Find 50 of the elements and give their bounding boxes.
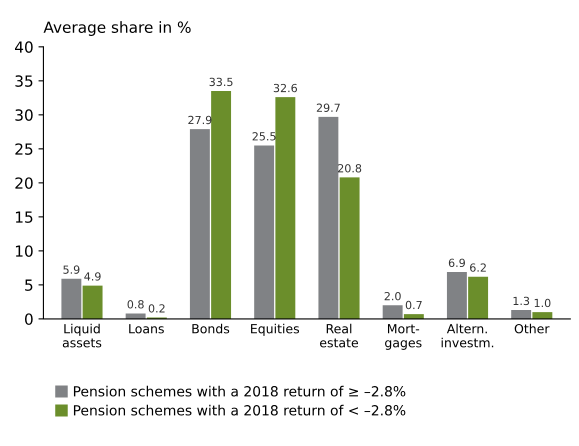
data-label: 20.8	[338, 164, 362, 172]
y-tick-label: 30	[15, 109, 33, 121]
y-tick-label: 25	[15, 143, 32, 155]
legend-label: Pension schemes with a 2018 return of ≥ –2.8%	[74, 386, 406, 397]
data-label: 4.9	[84, 272, 101, 281]
bar	[404, 314, 424, 319]
y-tick-label: 10	[16, 245, 33, 257]
data-label: 6.9	[448, 258, 465, 268]
legend-label: Pension schemes with a 2018 return of < –2.8%	[74, 404, 406, 416]
data-label: 0.8	[128, 300, 144, 309]
y-tick-label: 5	[25, 280, 32, 291]
y-tick-label: 0	[24, 313, 33, 325]
data-label: 0.2	[148, 304, 165, 313]
data-label: 0.7	[406, 300, 422, 310]
data-label: 6.2	[470, 263, 486, 272]
bar	[532, 312, 552, 319]
data-label: 1.3	[514, 296, 530, 306]
bar	[254, 145, 274, 319]
data-label: 29.7	[316, 104, 340, 112]
x-tick-label: Altern. investm.	[442, 324, 494, 348]
bar	[82, 286, 103, 319]
y-tick-label: 20	[15, 177, 33, 189]
bar	[126, 313, 146, 319]
bar	[61, 278, 82, 319]
y-tick-label: 40	[15, 41, 33, 53]
x-tick-label: Real estate	[320, 324, 358, 348]
bar	[211, 91, 232, 319]
y-tick-label: 35	[15, 75, 32, 87]
bar	[382, 305, 403, 319]
data-label: 25.5	[252, 132, 276, 141]
data-label: 32.6	[274, 84, 298, 92]
data-label: 5.9	[63, 265, 80, 274]
y-tick-label: 15	[16, 212, 32, 223]
bar	[190, 129, 210, 319]
x-tick-label: Equities	[251, 324, 300, 336]
x-tick-label: Other	[514, 324, 550, 334]
bar	[446, 272, 467, 319]
bar	[275, 97, 296, 319]
x-tick-label: Bonds	[192, 324, 230, 334]
data-label: 2.0	[384, 292, 401, 300]
bar	[468, 276, 488, 319]
data-label: 1.0	[534, 298, 550, 308]
x-tick-label: Loans	[129, 324, 164, 334]
y-axis-title: Average share in %	[44, 21, 191, 36]
bar	[511, 310, 532, 319]
bar	[318, 116, 338, 319]
bar	[340, 177, 360, 319]
x-tick-label: Mort- gages	[385, 324, 422, 350]
data-label: 33.5	[210, 78, 232, 86]
x-tick-label: Liquid assets	[62, 324, 102, 348]
